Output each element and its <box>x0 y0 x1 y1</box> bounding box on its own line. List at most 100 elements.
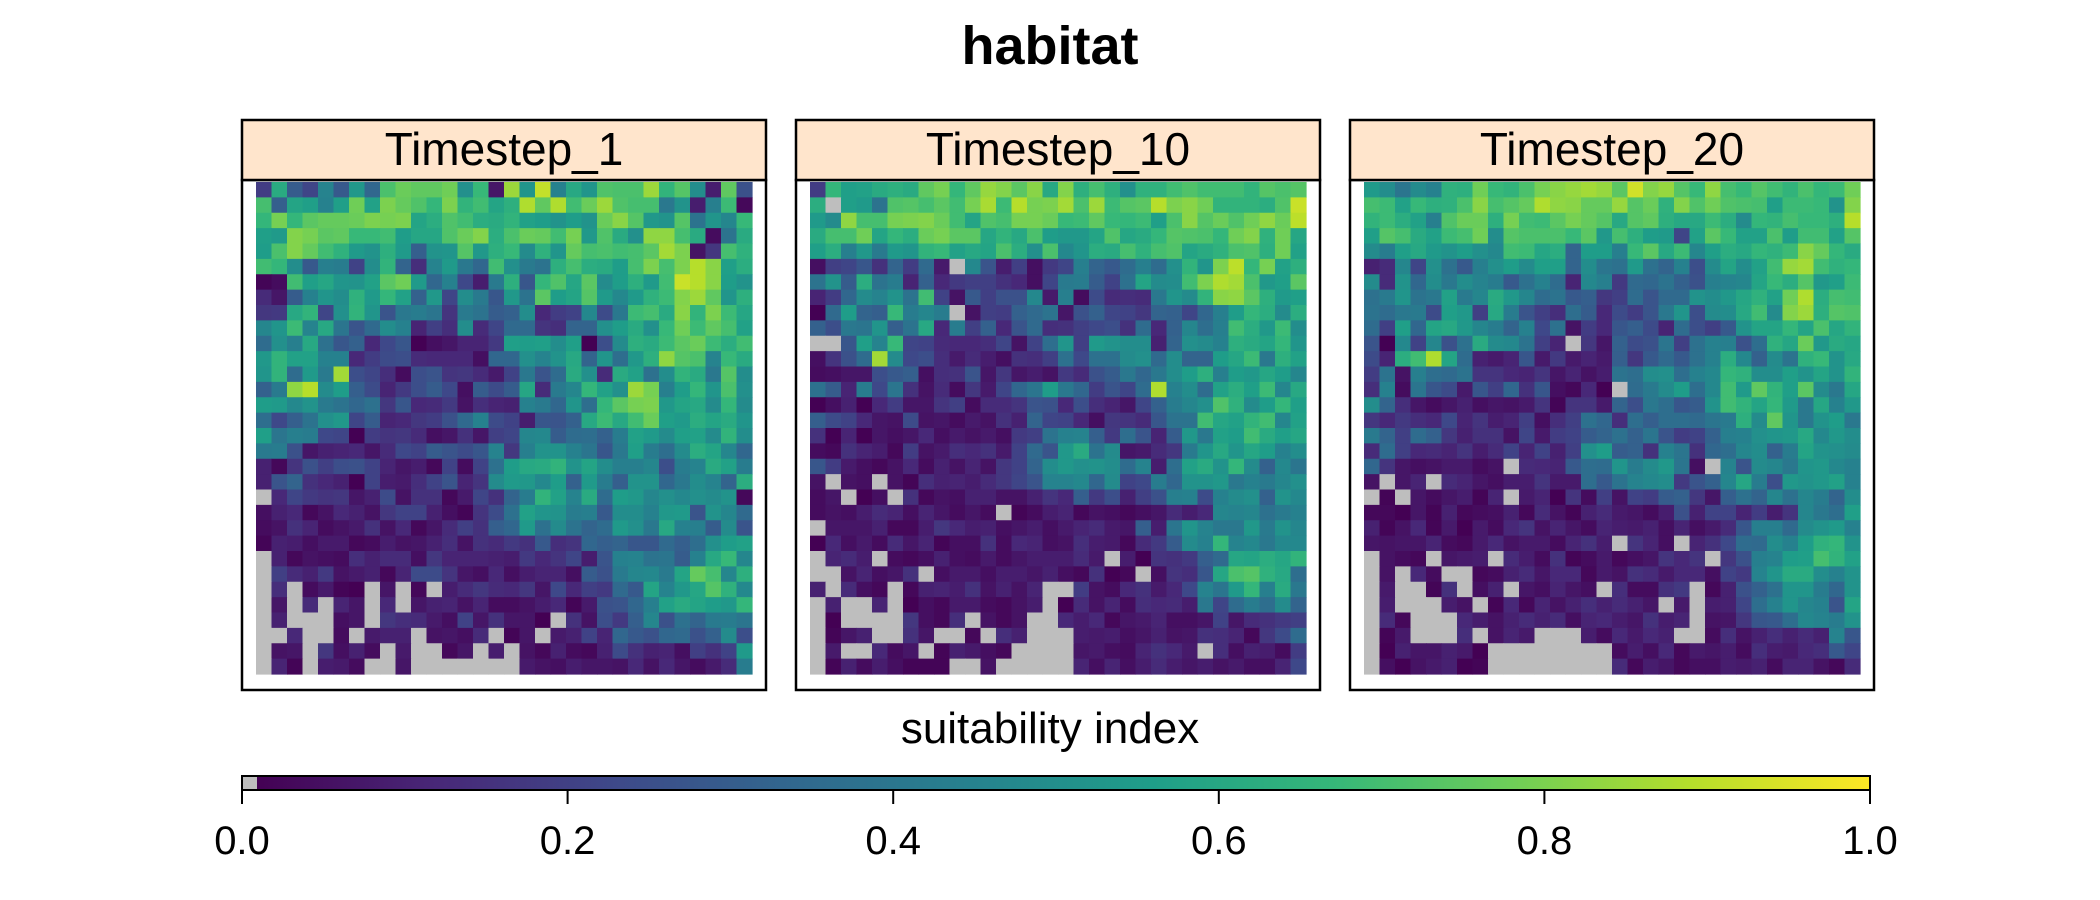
heatmap-cell <box>1689 489 1706 506</box>
heatmap-cell <box>1751 397 1768 414</box>
heatmap-cell <box>841 289 858 306</box>
heatmap-cell <box>1058 182 1075 198</box>
heatmap-cell <box>519 274 536 291</box>
heatmap-cell <box>1426 504 1443 521</box>
heatmap-cell <box>736 535 753 552</box>
heatmap-cell <box>1042 289 1059 306</box>
heatmap-cell <box>949 504 966 521</box>
heatmap-cell <box>1410 197 1427 214</box>
heatmap-cell <box>1089 535 1106 552</box>
heatmap-cell <box>1550 489 1567 506</box>
heatmap-cell <box>349 381 366 398</box>
heatmap-cell <box>1612 474 1629 491</box>
heatmap-cell <box>1844 489 1861 506</box>
heatmap-cell <box>825 520 842 537</box>
heatmap-cell <box>333 366 350 383</box>
heatmap-cell <box>1798 520 1815 537</box>
heatmap-cell <box>1813 658 1830 675</box>
heatmap-cell <box>1736 212 1753 229</box>
heatmap-cell <box>856 289 873 306</box>
heatmap-cell <box>1813 597 1830 614</box>
heatmap-cell <box>1364 428 1381 444</box>
heatmap-cell <box>364 627 381 644</box>
heatmap-cell <box>1705 551 1722 567</box>
heatmap-cell <box>1829 504 1846 521</box>
heatmap-cell <box>1550 643 1567 660</box>
heatmap-cell <box>856 428 873 444</box>
heatmap-cell <box>1410 351 1427 368</box>
heatmap-cell <box>1089 612 1106 629</box>
heatmap-cell <box>1689 443 1706 460</box>
heatmap-cell <box>1426 612 1443 629</box>
heatmap-cell <box>411 351 428 368</box>
heatmap-cell <box>1612 228 1629 245</box>
heatmap-cell <box>1488 366 1505 383</box>
heatmap-cell <box>380 381 397 398</box>
heatmap-cell <box>825 566 842 583</box>
heatmap-cell <box>996 643 1013 660</box>
heatmap-cell <box>1596 643 1613 660</box>
heatmap-cell <box>1503 443 1520 460</box>
heatmap-cell <box>581 520 598 537</box>
heatmap-cell <box>473 381 490 398</box>
heatmap-cell <box>690 643 707 660</box>
heatmap-cell <box>426 428 443 444</box>
heatmap-cell <box>1441 612 1458 629</box>
heatmap-cell <box>550 458 567 475</box>
heatmap-cell <box>1058 520 1075 537</box>
heatmap-cell <box>1011 581 1028 598</box>
heatmap-cell <box>1441 366 1458 383</box>
heatmap-cell <box>825 305 842 321</box>
heatmap-cell <box>1627 474 1644 491</box>
heatmap-cell <box>1426 197 1443 214</box>
heatmap-cell <box>1441 489 1458 506</box>
heatmap-cell <box>628 551 645 567</box>
heatmap-cell <box>736 551 753 567</box>
heatmap-cell <box>1166 351 1183 368</box>
heatmap-cell <box>581 581 598 598</box>
heatmap-cell <box>903 289 920 306</box>
heatmap-cell <box>1104 397 1121 414</box>
heatmap-cells <box>1364 182 1861 675</box>
heatmap-cell <box>1027 597 1044 614</box>
heatmap-cell <box>887 335 904 352</box>
heatmap-cell <box>411 643 428 660</box>
heatmap-cell <box>721 381 738 398</box>
heatmap-cell <box>1073 351 1090 368</box>
heatmap-cell <box>1767 643 1784 660</box>
heatmap-cell <box>1782 366 1799 383</box>
heatmap-cell <box>1228 504 1245 521</box>
heatmap-cell <box>1674 212 1691 229</box>
heatmap-cell <box>1798 597 1815 614</box>
heatmap-cell <box>1488 197 1505 214</box>
heatmap-cell <box>1457 627 1474 644</box>
heatmap-cell <box>721 182 738 198</box>
heatmap-cell <box>736 643 753 660</box>
heatmap-cell <box>1120 305 1137 321</box>
heatmap-cell <box>1182 320 1199 337</box>
heatmap-cell <box>1259 535 1276 552</box>
heatmap-cell <box>349 335 366 352</box>
heatmap-cell <box>380 182 397 198</box>
heatmap-cell <box>965 212 982 229</box>
heatmap-cell <box>457 597 474 614</box>
heatmap-cell <box>918 381 935 398</box>
heatmap-cell <box>302 335 319 352</box>
heatmap-cell <box>1197 212 1214 229</box>
panels: Timestep_1 Timestep_10 Timestep_20 <box>240 118 1876 692</box>
heatmap-cell <box>1550 443 1567 460</box>
heatmap-cell <box>1073 458 1090 475</box>
heatmap-cell <box>1410 320 1427 337</box>
heatmap-cell <box>1011 612 1028 629</box>
heatmap-cell <box>1581 443 1598 460</box>
heatmap-cell <box>1720 474 1737 491</box>
heatmap-cell <box>1182 458 1199 475</box>
heatmap-cell <box>1488 597 1505 614</box>
heatmap-cell <box>411 274 428 291</box>
heatmap-cell <box>333 274 350 291</box>
heatmap-cell <box>1213 520 1230 537</box>
heatmap-cell <box>1596 212 1613 229</box>
heatmap-cell <box>1782 182 1799 198</box>
heatmap-cell <box>1042 581 1059 598</box>
heatmap-cell <box>1426 489 1443 506</box>
